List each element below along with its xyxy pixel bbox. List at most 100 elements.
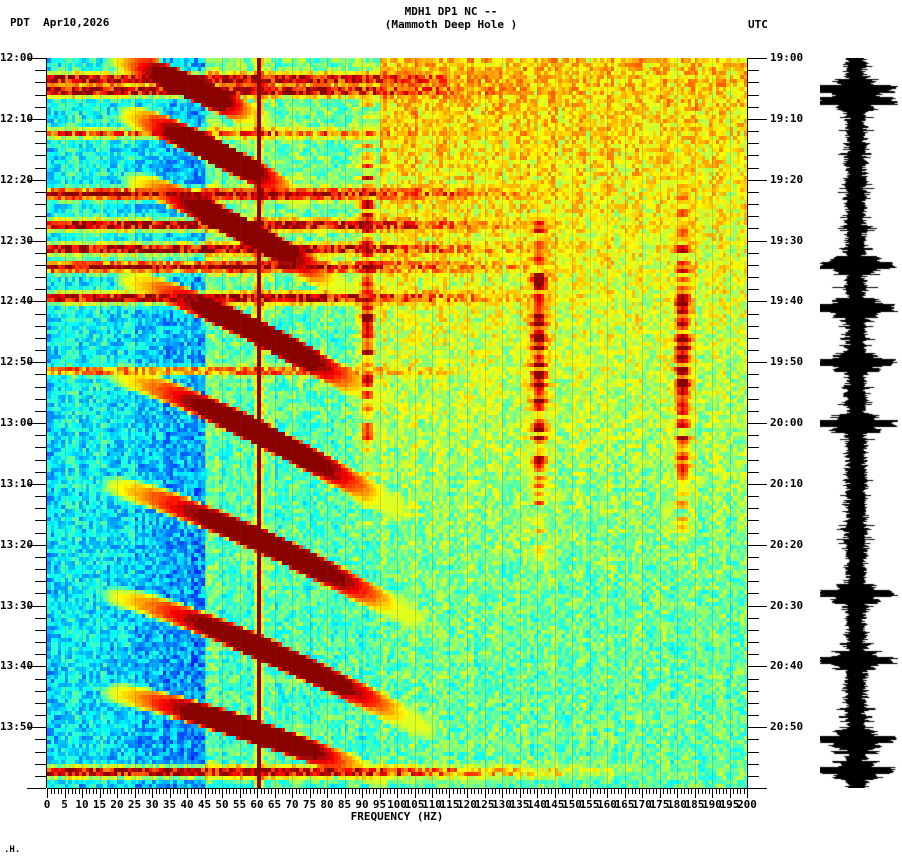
right-time-tick-minor [748,642,759,643]
frequency-label: 100 [387,798,407,811]
frequency-tick-minor [492,789,493,794]
frequency-tick-minor [366,789,367,794]
frequency-tick-minor [674,789,675,794]
right-time-tick-minor [748,82,759,83]
frequency-tick-minor [534,789,535,794]
right-time-tick-minor [748,216,759,217]
frequency-tick-minor [271,789,272,794]
frequency-tick-minor [422,789,423,794]
frequency-tick-major [677,789,678,798]
frequency-tick-minor [306,789,307,794]
corner-artifact-glyph: .H. [4,845,21,855]
right-time-tick-minor [748,228,759,229]
right-time-tick-major [748,301,767,302]
left-time-label: 12:20 [0,172,34,186]
frequency-tick-major [397,789,398,798]
frequency-tick-minor [523,789,524,794]
frequency-tick-minor [558,789,559,794]
frequency-tick-minor [215,789,216,794]
frequency-tick-minor [131,789,132,794]
frequency-tick-minor [184,789,185,794]
left-time-tick-minor [35,520,46,521]
right-time-tick-minor [748,752,759,753]
frequency-tick-minor [670,789,671,794]
frequency-tick-minor [614,789,615,794]
right-time-tick-minor [748,703,759,704]
frequency-tick-minor [737,789,738,794]
frequency-tick-minor [474,789,475,794]
frequency-tick-minor [530,789,531,794]
right-time-label: 20:10 [770,476,804,490]
right-time-tick-minor [748,569,759,570]
left-time-tick-minor [35,326,46,327]
frequency-tick-major [345,789,346,798]
left-time-label: 12:00 [0,51,34,64]
frequency-tick-minor [457,789,458,794]
right-time-tick-minor [748,581,759,582]
frequency-tick-minor [278,789,279,794]
frequency-tick-minor [313,789,314,794]
left-time-tick-minor [35,581,46,582]
right-time-tick-minor [748,374,759,375]
frequency-tick-major [100,789,101,798]
spectrogram-plot[interactable] [47,58,747,788]
frequency-tick-minor [96,789,97,794]
frequency-label: 115 [439,798,460,811]
frequency-label: 155 [579,798,600,811]
right-time-label: 20:50 [770,720,804,734]
frequency-tick-minor [163,789,164,794]
frequency-tick-minor [317,789,318,794]
frequency-tick-minor [191,789,192,794]
right-time-tick-minor [748,95,759,96]
frequency-tick-major [485,789,486,798]
frequency-label: 80 [320,798,334,811]
frequency-tick-minor [79,789,80,794]
spectrogram-image[interactable] [47,58,747,788]
frequency-tick-major [65,789,66,798]
left-time-tick-minor [35,642,46,643]
frequency-label: 50 [215,798,229,811]
left-time-tick-minor [35,204,46,205]
left-time-tick-minor [35,715,46,716]
frequency-tick-minor [75,789,76,794]
right-time-tick-minor [748,472,759,473]
frequency-tick-minor [565,789,566,794]
left-time-tick-minor [35,82,46,83]
frequency-tick-major [572,789,573,798]
frequency-tick-major [170,789,171,798]
frequency-label: 85 [337,798,352,811]
frequency-label: 75 [302,798,317,811]
right-time-tick-minor [748,411,759,412]
left-time-tick-minor [35,435,46,436]
right-time-tick-minor [748,630,759,631]
frequency-tick-minor [128,789,129,794]
right-time-tick-minor [748,107,759,108]
right-time-tick-minor [748,155,759,156]
right-time-tick-minor [748,593,759,594]
right-time-tick-minor [748,350,759,351]
frequency-label: 165 [614,798,635,811]
frequency-tick-minor [628,789,629,794]
left-time-tick-minor [35,314,46,315]
frequency-tick-minor [411,789,412,794]
frequency-tick-minor [107,789,108,794]
left-time-tick-minor [35,752,46,753]
frequency-axis-line [47,788,748,789]
frequency-tick-major [117,789,118,798]
right-time-tick-minor [748,143,759,144]
left-time-tick-major [27,423,46,424]
left-time-tick-minor [35,338,46,339]
frequency-tick-minor [338,789,339,794]
right-time-tick-minor [748,764,759,765]
frequency-tick-minor [541,789,542,794]
frequency-tick-minor [583,789,584,794]
frequency-label: 0 [43,798,51,811]
frequency-label: 70 [285,798,299,811]
frequency-tick-minor [702,789,703,794]
right-time-tick-minor [748,654,759,655]
frequency-tick-minor [194,789,195,794]
frequency-label: 105 [404,798,425,811]
header-left: PDT Apr10,2026 [10,16,109,29]
frequency-tick-minor [236,789,237,794]
